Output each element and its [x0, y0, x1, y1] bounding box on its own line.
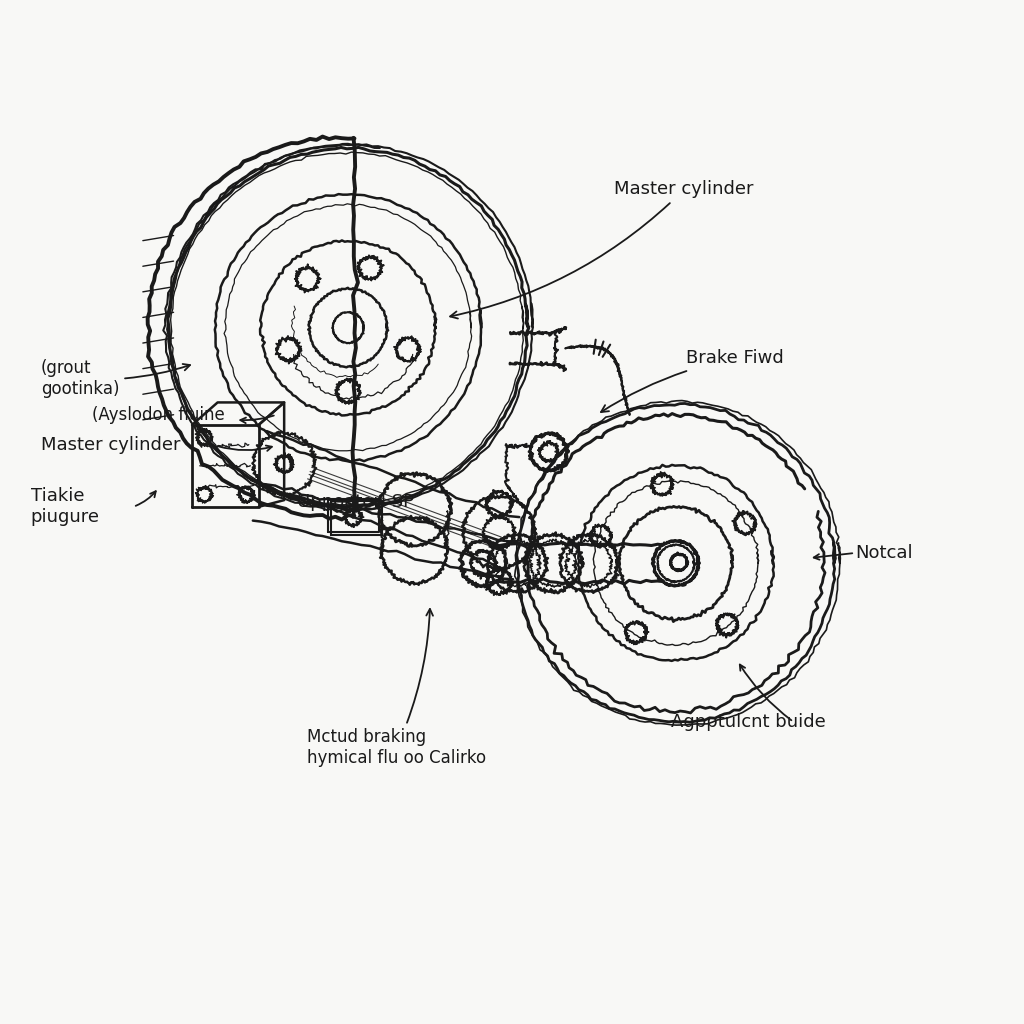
- Text: Uppoatorl SP: Uppoatorl SP: [297, 493, 414, 511]
- Text: Master cylinder: Master cylinder: [41, 436, 180, 455]
- Text: Agpptulcnt buide: Agpptulcnt buide: [671, 713, 825, 731]
- Text: Brake Fiwd: Brake Fiwd: [601, 349, 783, 412]
- Text: (Ayslodon fluine: (Ayslodon fluine: [92, 406, 225, 424]
- Text: Notcal: Notcal: [855, 544, 912, 562]
- Text: Tiakie
piugure: Tiakie piugure: [31, 487, 99, 526]
- Text: Mctud braking
hymical flu oo Calirko: Mctud braking hymical flu oo Calirko: [307, 609, 486, 767]
- Text: Master cylinder: Master cylinder: [451, 180, 754, 318]
- Text: (grout
gootinka): (grout gootinka): [41, 359, 190, 398]
